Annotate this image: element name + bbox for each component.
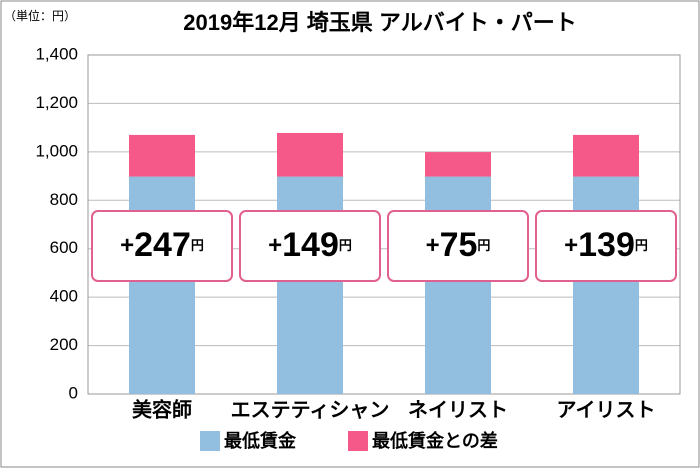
- annotation-unit: 円: [339, 238, 352, 253]
- legend-swatch: [348, 431, 368, 451]
- annotation-box: [387, 210, 529, 282]
- chart-title: 2019年12月 埼玉県 アルバイト・パート: [183, 10, 576, 35]
- annotation: +75円: [426, 226, 491, 264]
- annotation-number: 149: [282, 226, 339, 264]
- y-tick-label: 600: [50, 238, 78, 257]
- legend-swatch: [200, 431, 220, 451]
- annotation-number: 139: [578, 226, 635, 264]
- y-tick-label: 0: [69, 383, 78, 402]
- annotation-unit: 円: [477, 238, 490, 253]
- annotation-number: 247: [134, 226, 191, 264]
- annotation-sign: +: [426, 232, 440, 259]
- y-tick-label: 1,400: [35, 44, 78, 63]
- annotation-unit: 円: [635, 238, 648, 253]
- x-tick-label: アイリスト: [557, 399, 656, 421]
- annotation: +247円: [120, 226, 204, 264]
- y-tick-label: 800: [50, 190, 78, 209]
- y-tick-label: 1,000: [35, 141, 78, 160]
- plot-frame: [87, 54, 681, 395]
- legend-label: 最低賃金: [224, 430, 297, 451]
- x-tick-label: ネイリスト: [408, 398, 508, 421]
- annotation-number: 75: [440, 226, 478, 264]
- bar-segment: [129, 134, 195, 177]
- bar-segment: [573, 176, 639, 394]
- bar-segment: [425, 176, 491, 394]
- y-tick-label: 400: [50, 287, 78, 306]
- x-tick-label: エステティシャン: [231, 399, 390, 421]
- bar-segment: [573, 134, 639, 177]
- bar-segment: [129, 176, 195, 394]
- annotation-sign: +: [268, 232, 282, 259]
- annotation: +149円: [268, 226, 352, 264]
- annotation-box: [91, 210, 233, 282]
- annotation-box: [535, 210, 677, 282]
- annotation-sign: +: [120, 232, 134, 259]
- bar-segment: [277, 176, 343, 394]
- annotation-unit: 円: [191, 238, 204, 253]
- y-tick-label: 200: [50, 335, 78, 354]
- annotation-sign: +: [564, 232, 578, 259]
- unit-label: （単位：円）: [4, 8, 76, 23]
- annotation-box: [239, 210, 381, 282]
- bar-segment: [425, 152, 491, 177]
- bar-segment: [277, 132, 343, 177]
- x-tick-label: 美容師: [132, 397, 192, 421]
- annotation: +139円: [564, 226, 648, 264]
- legend-label: 最低賃金との差: [372, 430, 498, 451]
- y-tick-label: 1,200: [35, 93, 78, 112]
